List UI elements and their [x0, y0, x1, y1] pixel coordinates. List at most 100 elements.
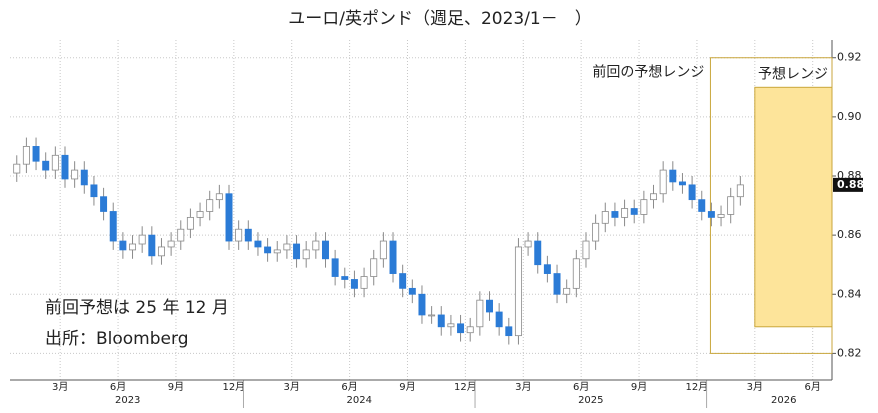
- candle-body: [601, 211, 609, 224]
- candle-body: [157, 246, 165, 257]
- candle-body: [90, 184, 98, 198]
- candle-body: [350, 279, 358, 289]
- candle-body: [71, 169, 79, 180]
- x-tick-label: 12月: [454, 381, 477, 393]
- range-label: 前回の予想レンジ: [592, 64, 704, 81]
- candle-body: [621, 208, 629, 218]
- candle-body: [553, 273, 561, 295]
- candle-body: [572, 258, 580, 289]
- x-tick-label: 9月: [631, 381, 647, 393]
- x-tick-label: 3月: [515, 381, 531, 393]
- candle-body: [167, 240, 175, 248]
- x-tick-label: 3月: [284, 381, 300, 393]
- candle-body: [225, 193, 233, 242]
- candle-body: [244, 228, 252, 242]
- candle-body: [659, 169, 667, 195]
- candle-body: [206, 199, 214, 212]
- x-tick-label: 6月: [805, 381, 821, 393]
- candle-body: [129, 243, 137, 251]
- candle-body: [399, 273, 407, 289]
- candle-body: [302, 249, 310, 260]
- candle-body: [736, 184, 744, 198]
- candle-body: [235, 228, 243, 242]
- candle-body: [524, 240, 532, 248]
- y-tick-label: 0.92: [837, 51, 862, 64]
- candle-body: [273, 249, 281, 254]
- range-label: 予想レンジ: [758, 66, 828, 82]
- candle-body: [283, 243, 291, 251]
- candle-body: [669, 169, 677, 183]
- candle-body: [428, 314, 436, 317]
- candle-body: [727, 196, 735, 215]
- chart-title: ユーロ/英ポンド（週足、2023/1－ ）: [288, 9, 592, 29]
- last-price-tag: [833, 177, 863, 192]
- candle-body: [495, 311, 503, 328]
- candle-body: [80, 169, 88, 186]
- candle-body: [543, 264, 551, 274]
- note: 出所：Bloomberg: [45, 329, 188, 349]
- candle-body: [698, 199, 706, 212]
- candle-body: [148, 234, 156, 257]
- candle-body: [254, 240, 262, 248]
- x-tick-label: 3月: [52, 381, 68, 393]
- year-label: 2025: [578, 395, 603, 406]
- year-label: 2023: [115, 395, 140, 406]
- x-tick-label: 9月: [168, 381, 184, 393]
- candle-body: [177, 228, 185, 242]
- candle-body: [109, 211, 117, 242]
- candle-body: [717, 214, 725, 218]
- candle-body: [138, 234, 146, 245]
- candle-body: [22, 146, 30, 165]
- candle-body: [51, 154, 59, 171]
- candle-body: [331, 258, 339, 277]
- candle-body: [100, 196, 108, 212]
- candle-body: [466, 326, 474, 334]
- x-tick-label: 6月: [341, 381, 357, 393]
- candle-body: [293, 243, 301, 260]
- candle-body: [505, 326, 513, 337]
- candle-body: [611, 211, 619, 218]
- x-tick-label: 3月: [747, 381, 763, 393]
- candle-body: [321, 240, 329, 260]
- note: 前回予想は 25 年 12 月: [45, 298, 229, 318]
- candle-body: [418, 293, 426, 316]
- candle-body: [592, 222, 600, 242]
- y-tick-label: 0.82: [837, 346, 862, 359]
- candle-body: [389, 240, 397, 274]
- x-tick-label: 12月: [686, 381, 709, 393]
- y-tick-label: 0.84: [837, 287, 862, 300]
- year-label: 2024: [347, 395, 372, 406]
- x-tick-label: 6月: [110, 381, 126, 393]
- range-box: [754, 86, 833, 328]
- last-price-label: 0.88: [837, 178, 864, 191]
- candle-body: [476, 299, 484, 328]
- x-tick-label: 9月: [399, 381, 415, 393]
- candle-body: [563, 287, 571, 295]
- x-tick-label: 12月: [222, 381, 245, 393]
- candle-body: [437, 314, 445, 328]
- candle-body: [630, 208, 638, 215]
- candle-body: [534, 240, 542, 266]
- y-tick-label: 0.86: [837, 228, 862, 241]
- candle-body: [707, 211, 715, 218]
- candle-body: [341, 276, 349, 280]
- candle-body: [215, 193, 223, 201]
- candle-body: [408, 287, 416, 295]
- candle-body: [32, 146, 40, 162]
- x-tick-label: 6月: [573, 381, 589, 393]
- candle-body: [264, 246, 272, 254]
- candle-body: [640, 199, 648, 215]
- candle-body: [514, 246, 522, 337]
- candle-body: [61, 154, 69, 180]
- candle-body: [582, 240, 590, 260]
- candle-body: [42, 160, 50, 171]
- candle-body: [360, 276, 368, 289]
- candle-body: [650, 193, 658, 201]
- candle-body: [312, 240, 320, 251]
- candle-body: [447, 323, 455, 328]
- candle-body: [186, 216, 194, 230]
- candle-body: [196, 211, 204, 218]
- y-tick-label: 0.90: [837, 110, 862, 123]
- candle-body: [486, 299, 493, 313]
